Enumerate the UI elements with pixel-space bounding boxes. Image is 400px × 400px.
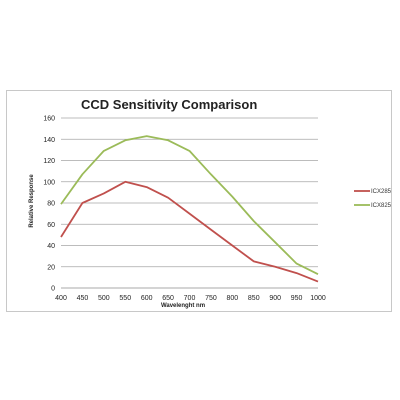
legend-label-icx285: ICX285 xyxy=(371,189,392,195)
y-axis-ticks: 0 20 40 60 80 100 120 140 160 xyxy=(43,116,55,293)
series-line-icx285 xyxy=(60,180,319,283)
x-tick-label: 750 xyxy=(205,295,217,302)
legend: ICX285 ICX825 xyxy=(354,189,392,209)
x-tick-label: 400 xyxy=(55,295,67,302)
x-tick-label: 500 xyxy=(98,295,110,302)
y-tick-label: 0 xyxy=(51,286,55,293)
x-tick-label: 1000 xyxy=(310,295,326,302)
chart-frame: CCD Sensitivity Comparison 0 20 40 60 80 100 1… xyxy=(6,90,392,312)
x-tick-label: 850 xyxy=(248,295,260,302)
x-tick-label: 900 xyxy=(269,295,281,302)
y-tick-label: 20 xyxy=(47,264,55,271)
y-tick-label: 60 xyxy=(47,222,55,229)
y-axis-label: Relative Response xyxy=(29,174,35,228)
y-tick-label: 100 xyxy=(43,179,55,186)
x-tick-label: 800 xyxy=(226,295,238,302)
x-axis-ticks: 400 450 500 550 600 650 700 750 800 850 900 950 1000 xyxy=(55,295,326,302)
gridlines xyxy=(61,117,318,289)
x-tick-label: 550 xyxy=(119,295,131,302)
series-lines xyxy=(60,135,319,283)
x-tick-label: 950 xyxy=(291,295,303,302)
y-tick-label: 40 xyxy=(47,243,55,250)
legend-label-icx825: ICX825 xyxy=(371,203,392,209)
x-tick-label: 450 xyxy=(77,295,89,302)
line-chart: CCD Sensitivity Comparison 0 20 40 60 80 100 1… xyxy=(29,97,392,309)
y-tick-label: 140 xyxy=(43,137,55,144)
y-tick-label: 160 xyxy=(43,116,55,123)
x-tick-label: 700 xyxy=(184,295,196,302)
series-line-icx825 xyxy=(60,135,319,276)
y-tick-label: 120 xyxy=(43,158,55,165)
x-axis-label: Wavelenght nm xyxy=(161,303,205,309)
chart-title: CCD Sensitivity Comparison xyxy=(81,97,257,112)
x-tick-label: 600 xyxy=(141,295,153,302)
x-tick-label: 650 xyxy=(162,295,174,302)
y-tick-label: 80 xyxy=(47,201,55,208)
